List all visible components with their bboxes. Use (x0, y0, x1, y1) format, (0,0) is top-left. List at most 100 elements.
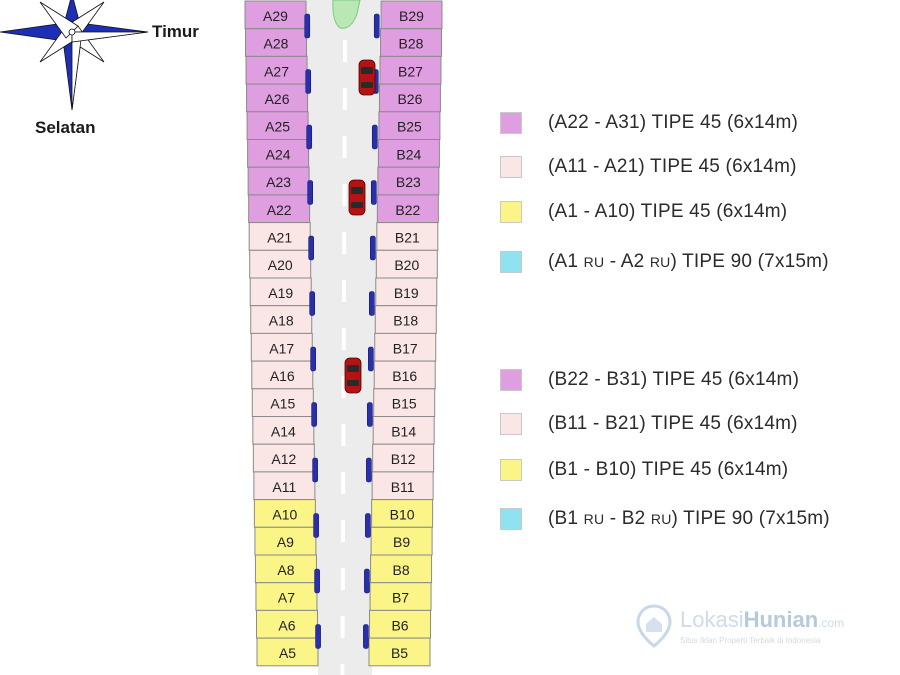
lot-label: A22 (267, 202, 292, 218)
legend-swatch (500, 413, 522, 435)
lamp-post-right (373, 13, 380, 39)
road-dash (340, 568, 345, 590)
road-dash (343, 40, 347, 62)
lot-label: A18 (269, 313, 294, 329)
legend-swatch (500, 201, 522, 223)
lamp-post-right (365, 513, 371, 538)
lamp-post-left (309, 291, 315, 316)
lamp-post-left (310, 346, 316, 372)
lot-label: A10 (272, 506, 297, 522)
median-garden (332, 0, 361, 29)
compass-center (68, 28, 76, 36)
lot-b7 (369, 582, 432, 611)
lot-label: A5 (279, 645, 296, 661)
lot-b8 (370, 554, 433, 584)
lamp-post-left (312, 457, 318, 483)
lot-b5 (368, 637, 431, 667)
right-lot-column: B29 B28 B27 B26 B25 B24 B23 B22 B21 B20 B19 B18 B17 B… (368, 0, 443, 667)
compass-rose: Timur Selatan (0, 0, 199, 137)
watermark-domain: .com (818, 616, 845, 630)
lot-b16 (373, 360, 436, 390)
road-dash (341, 520, 345, 542)
lamp-post-right (370, 235, 376, 261)
road-dash (341, 472, 346, 494)
legend-swatch (500, 369, 522, 391)
lamp-post-left (315, 624, 321, 649)
lot-label: B16 (392, 368, 417, 384)
legend-swatch (500, 156, 522, 178)
location-pin-icon (636, 604, 672, 648)
legend-item: (A22 - A31) TIPE 45 (6x14m) (500, 111, 798, 135)
lot-label: A17 (269, 340, 294, 356)
lot-b22 (376, 194, 439, 224)
legend-label-part: RU (583, 254, 605, 270)
lot-label: B22 (395, 202, 420, 218)
lot-a20 (249, 249, 312, 279)
lamp-post-right (369, 291, 375, 316)
lamp-post-left (305, 69, 312, 94)
legend-label-part: (A11 - A21) TIPE 45 (6x14m) (548, 156, 797, 177)
watermark-tagline: Situs Iklan Properti Terbaik di Indonesi… (680, 636, 821, 645)
lot-b23 (377, 166, 440, 196)
compass-label-south: Selatan (35, 118, 95, 137)
legend-label-part: (B22 - B31) TIPE 45 (6x14m) (548, 369, 800, 390)
lot-label: A11 (272, 479, 296, 495)
watermark: LokasiHunian.com Situs Iklan Properti Te… (636, 604, 876, 650)
road-dash (340, 616, 345, 638)
watermark-brand-bold: Hunian (743, 607, 819, 632)
legend-label-part: (B11 - B21) TIPE 45 (6x14m) (548, 413, 798, 434)
lot-b19 (375, 277, 438, 307)
lot-label: A24 (266, 146, 291, 162)
lot-a15 (251, 388, 314, 417)
lot-b11 (371, 471, 434, 501)
road-center-dashes (340, 40, 347, 675)
lot-label: B25 (397, 119, 422, 135)
lamp-post-left (311, 402, 317, 427)
lot-label: B10 (390, 506, 415, 522)
lot-label: B29 (399, 8, 424, 24)
legend-label: (B22 - B31) TIPE 45 (6x14m) (548, 369, 799, 391)
lot-label: B14 (391, 423, 416, 439)
lamp-post-right (366, 457, 372, 483)
road-dash (341, 328, 346, 350)
lot-a22 (248, 194, 311, 224)
lot-label: A27 (264, 63, 289, 79)
legend-item: (A1 RU - A2 RU) TIPE 90 (7x15m) (500, 250, 829, 274)
lot-label: B19 (394, 285, 419, 301)
lamp-post-right (368, 346, 374, 372)
lot-label: B23 (396, 174, 421, 190)
compass-arrow-south-light (71, 31, 83, 111)
legend-label-part: - B2 (604, 508, 651, 529)
lamp-post-left (313, 513, 319, 538)
lot-label: B9 (393, 534, 410, 550)
lamp-post-left (307, 180, 314, 205)
legend-label: (B1 RU - B2 RU) TIPE 90 (7x15m) (548, 508, 830, 530)
legend-label: (B11 - B21) TIPE 45 (6x14m) (548, 413, 798, 435)
lot-b9 (370, 526, 433, 556)
road-dash (340, 664, 345, 675)
lot-label: A28 (264, 36, 289, 52)
legend-label: (A1 RU - A2 RU) TIPE 90 (7x15m) (548, 251, 829, 273)
lot-label: A23 (266, 174, 291, 190)
lot-label: A14 (271, 423, 296, 439)
lamp-post-left (306, 124, 313, 150)
road-dash (341, 376, 346, 398)
legend-label-part: (A1 - A10) TIPE 45 (6x14m) (548, 201, 788, 222)
car-icon (358, 59, 376, 96)
lot-label: A21 (267, 229, 292, 245)
watermark-brand: LokasiHunian.com (680, 607, 844, 633)
lot-label: B11 (391, 479, 415, 495)
legend-swatch (500, 508, 522, 530)
legend: (A22 - A31) TIPE 45 (6x14m) (A11 - A21) T… (500, 0, 900, 675)
watermark-brand-light: Lokasi (680, 607, 744, 632)
road-dash (342, 88, 347, 110)
left-lot-column: A29 A28 A27 A26 A25 A24 A23 A22 A21 A20 A19 A18 A17 A… (244, 0, 319, 667)
lot-b10 (371, 499, 434, 528)
legend-swatch (500, 112, 522, 134)
lot-b6 (369, 609, 432, 639)
legend-swatch (500, 251, 522, 273)
legend-item: (A11 - A21) TIPE 45 (6x14m) (500, 155, 797, 179)
lamp-post-left (304, 13, 311, 39)
lot-label: A25 (265, 119, 290, 135)
